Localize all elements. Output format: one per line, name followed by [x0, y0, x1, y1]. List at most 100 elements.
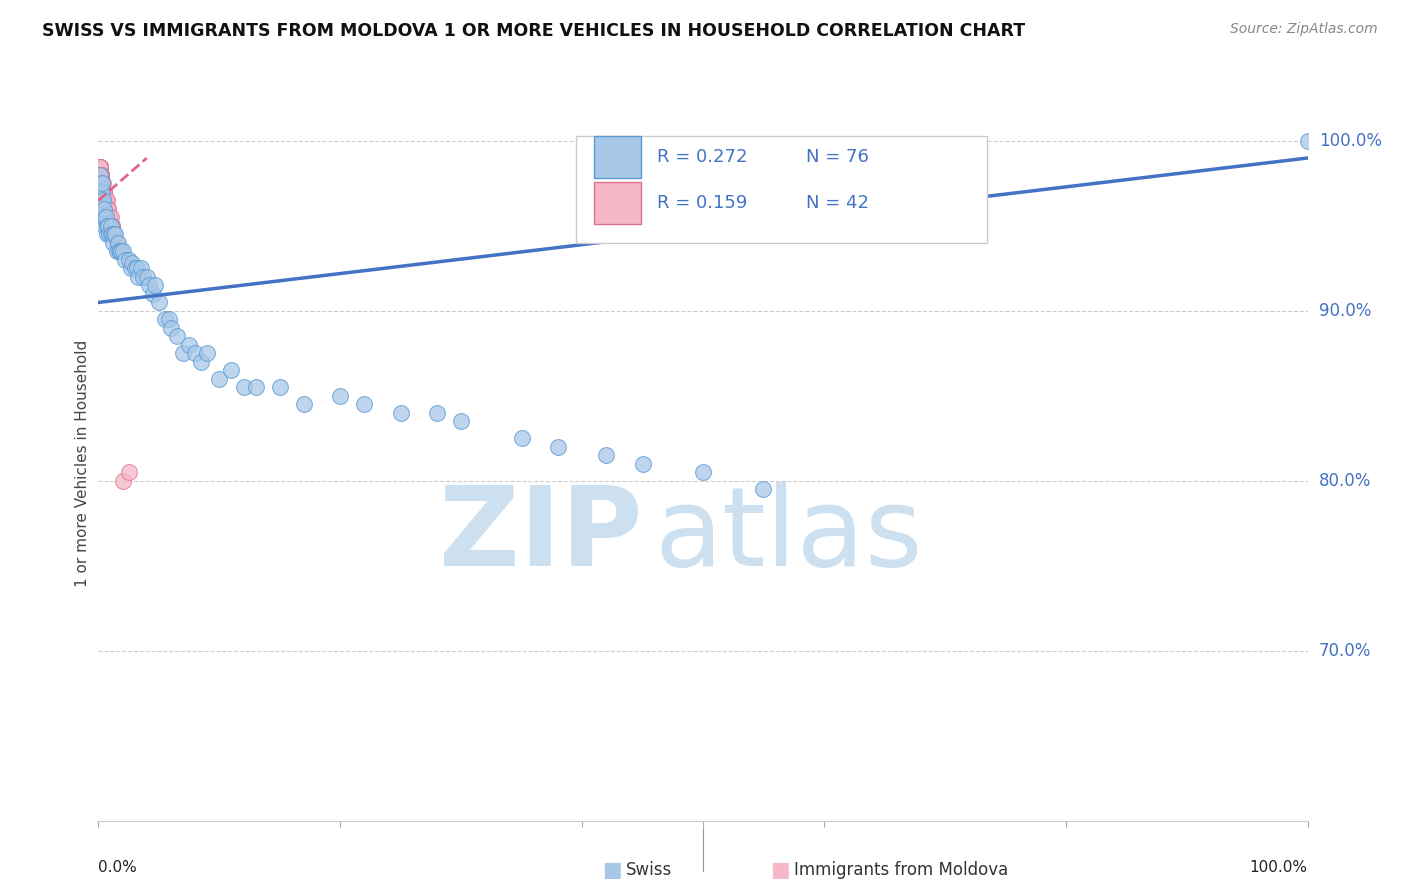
Text: N = 76: N = 76	[806, 148, 869, 166]
Point	[547, 440, 569, 454]
Text: Source: ZipAtlas.com: Source: ZipAtlas.com	[1230, 22, 1378, 37]
Point	[91, 202, 114, 216]
Point	[89, 185, 111, 199]
FancyBboxPatch shape	[595, 136, 641, 178]
Text: 70.0%: 70.0%	[1319, 641, 1371, 660]
Point	[120, 261, 142, 276]
Point	[153, 312, 176, 326]
Point	[91, 185, 114, 199]
Point	[389, 406, 412, 420]
Point	[97, 202, 120, 216]
Point	[97, 219, 120, 233]
Point	[91, 194, 114, 208]
Point	[450, 414, 472, 428]
Text: Immigrants from Moldova: Immigrants from Moldova	[794, 861, 1008, 879]
Point	[135, 269, 157, 284]
Text: Swiss: Swiss	[626, 861, 672, 879]
Point	[89, 177, 111, 191]
Point	[100, 227, 122, 242]
Point	[96, 202, 118, 216]
Point	[1296, 134, 1319, 148]
Point	[90, 168, 112, 182]
Point	[127, 269, 149, 284]
Point	[100, 219, 122, 233]
Text: ■: ■	[770, 860, 790, 880]
Point	[98, 211, 121, 225]
Text: R = 0.159: R = 0.159	[657, 194, 748, 212]
Point	[89, 160, 111, 174]
Point	[124, 261, 146, 276]
Point	[232, 380, 254, 394]
Text: 90.0%: 90.0%	[1319, 301, 1371, 320]
Point	[91, 185, 114, 199]
Point	[93, 194, 115, 208]
Point	[118, 466, 141, 480]
FancyBboxPatch shape	[576, 136, 987, 243]
Point	[190, 355, 212, 369]
Point	[91, 211, 114, 225]
Point	[91, 177, 114, 191]
Point	[91, 185, 114, 199]
Point	[89, 160, 111, 174]
Point	[91, 202, 114, 216]
Point	[93, 219, 115, 233]
Text: ■: ■	[602, 860, 621, 880]
Point	[89, 160, 111, 174]
Point	[89, 168, 111, 182]
Point	[90, 168, 112, 182]
Point	[111, 474, 134, 488]
Point	[91, 211, 114, 225]
Point	[98, 211, 121, 225]
Point	[221, 363, 243, 377]
Point	[510, 431, 533, 445]
Point	[148, 295, 170, 310]
Point	[143, 278, 166, 293]
Point	[90, 168, 112, 182]
Point	[108, 244, 131, 259]
Point	[245, 380, 267, 394]
Point	[89, 160, 111, 174]
Point	[91, 185, 114, 199]
Point	[96, 227, 118, 242]
Point	[127, 261, 149, 276]
Text: 80.0%: 80.0%	[1319, 472, 1371, 490]
Point	[90, 202, 112, 216]
Point	[101, 235, 124, 250]
Point	[177, 338, 201, 352]
Point	[100, 227, 122, 242]
Point	[184, 346, 207, 360]
Point	[104, 227, 127, 242]
Point	[91, 177, 114, 191]
Text: R = 0.272: R = 0.272	[657, 148, 748, 166]
Point	[107, 235, 129, 250]
Point	[91, 177, 114, 191]
Point	[692, 466, 714, 480]
Point	[90, 194, 112, 208]
Point	[89, 160, 111, 174]
Point	[292, 397, 315, 411]
Point	[98, 227, 121, 242]
Point	[89, 160, 111, 174]
Point	[100, 219, 122, 233]
Point	[90, 168, 112, 182]
Point	[129, 261, 152, 276]
Point	[90, 194, 112, 208]
Point	[93, 211, 115, 225]
Point	[132, 269, 155, 284]
Point	[89, 160, 111, 174]
Point	[94, 194, 117, 208]
Point	[103, 227, 125, 242]
Point	[91, 177, 114, 191]
Point	[172, 346, 194, 360]
Point	[157, 312, 180, 326]
Point	[101, 227, 124, 242]
Point	[105, 235, 128, 250]
Point	[118, 252, 141, 267]
Point	[94, 211, 117, 225]
Point	[426, 406, 449, 420]
Point	[96, 194, 118, 208]
Point	[94, 194, 117, 208]
Text: ZIP: ZIP	[439, 482, 643, 589]
Point	[90, 168, 112, 182]
Point	[93, 185, 115, 199]
